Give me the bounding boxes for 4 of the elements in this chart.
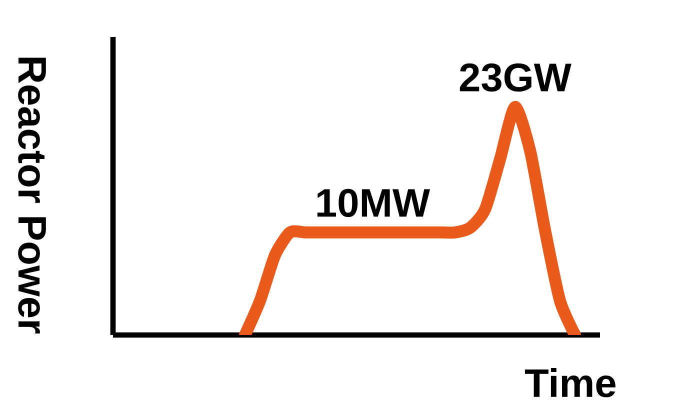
x-axis-title: Time [524, 368, 616, 398]
annotation: 23GW [460, 63, 572, 92]
y-axis-title: Reactor Power [18, 58, 46, 334]
annotation: 10MW [317, 188, 430, 218]
